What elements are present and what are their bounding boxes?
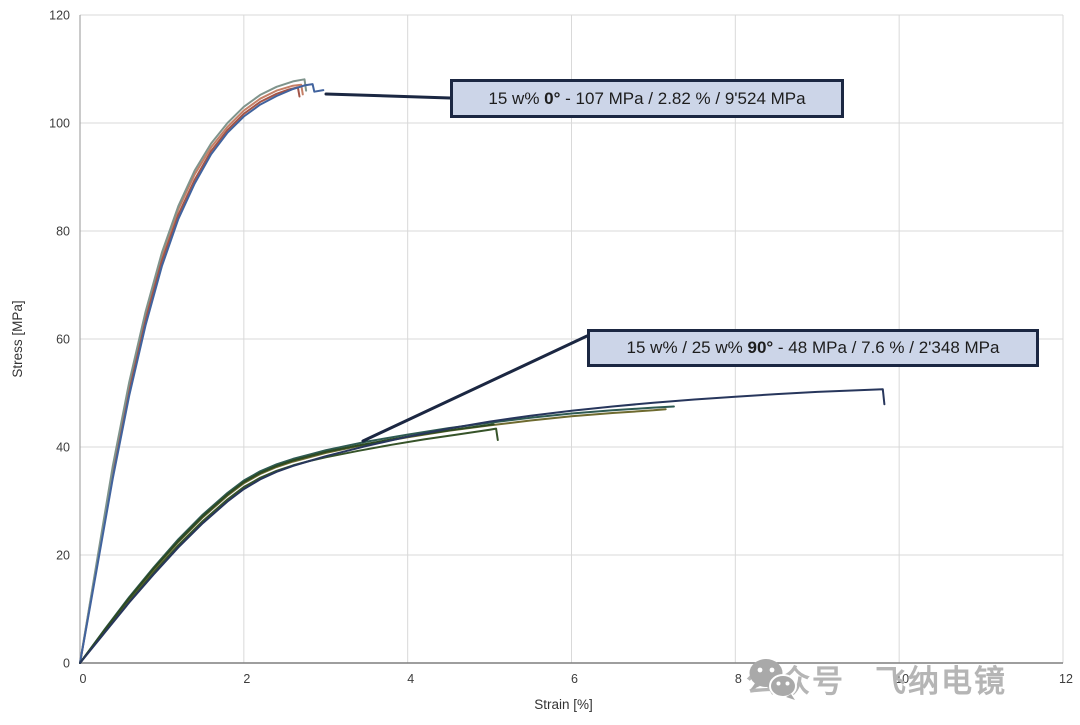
curve-0deg-sample-salmon bbox=[79, 83, 304, 664]
y-tick-label: 0 bbox=[63, 657, 70, 671]
curve-0deg-sample-steelblue bbox=[79, 83, 325, 664]
x-tick-label: 10 bbox=[895, 672, 909, 686]
annotation-callout-90deg: 15 w% / 25 w% 90° - 48 MPa / 7.6 % / 2'3… bbox=[587, 329, 1039, 367]
curve-0deg-sample-grayteal bbox=[79, 78, 308, 664]
leader-line-0 bbox=[324, 92, 452, 100]
x-tick-label: 8 bbox=[735, 672, 742, 686]
y-tick-label: 40 bbox=[56, 441, 70, 455]
y-tick-label: 60 bbox=[56, 333, 70, 347]
y-tick-label: 80 bbox=[56, 225, 70, 239]
curve-90deg-sample-navy bbox=[79, 388, 886, 664]
y-tick-label: 100 bbox=[49, 117, 70, 131]
annotation-text-values: - 48 MPa / 7.6 % / 2'348 MPa bbox=[773, 338, 1000, 357]
x-tick-label: 2 bbox=[243, 672, 250, 686]
y-tick-label: 20 bbox=[56, 549, 70, 563]
x-tick-label: 12 bbox=[1059, 672, 1073, 686]
x-tick-label: 0 bbox=[80, 672, 87, 686]
wechat-icon bbox=[749, 659, 797, 700]
curve-0deg-sample-redbrown bbox=[79, 86, 301, 664]
x-tick-label: 6 bbox=[571, 672, 578, 686]
annotation-text-values: - 107 MPa / 2.82 % / 9'524 MPa bbox=[560, 88, 806, 108]
curve-90deg-sample-darkteal bbox=[79, 405, 675, 664]
annotation-text-orientation: 90° bbox=[747, 338, 774, 357]
leader-line-1 bbox=[361, 334, 589, 443]
watermark: 公众号 飞纳电镜 bbox=[746, 656, 1007, 701]
annotation-text-prefix: 15 w% / 25 w% bbox=[626, 338, 748, 357]
y-axis-title: Stress [MPa] bbox=[10, 300, 25, 377]
annotation-callout-0deg: 15 w% 0° - 107 MPa / 2.82 % / 9'524 MPa bbox=[450, 79, 844, 118]
watermark-label-right: 飞纳电镜 bbox=[875, 664, 1007, 699]
x-axis-title: Strain [%] bbox=[534, 697, 593, 712]
x-tick-label: 4 bbox=[407, 672, 414, 686]
annotation-text-orientation: 0° bbox=[544, 88, 561, 108]
y-tick-label: 120 bbox=[49, 9, 70, 23]
annotation-text-prefix: 15 w% bbox=[488, 88, 545, 108]
